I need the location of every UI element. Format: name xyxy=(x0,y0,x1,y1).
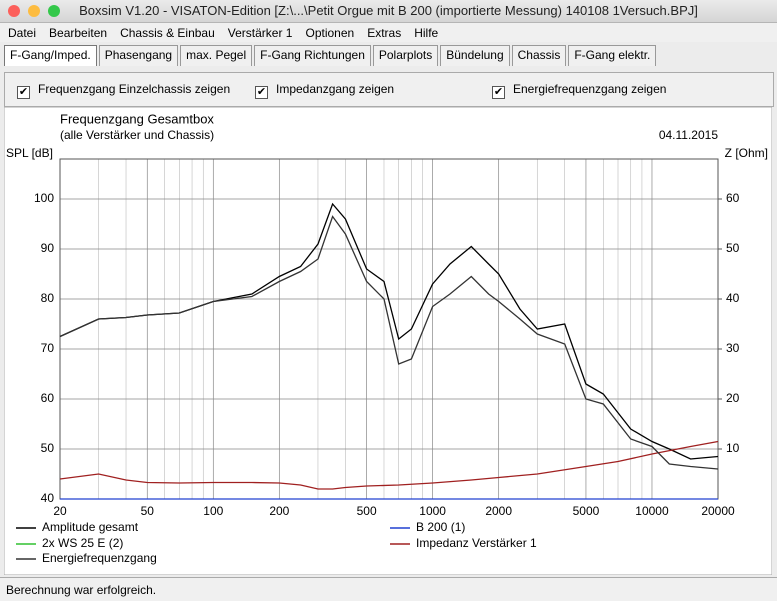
checkbox[interactable]: ✔ Frequenzgang Einzelchassis zeigen xyxy=(17,82,230,99)
y-tick-label: 90 xyxy=(41,241,55,255)
tab[interactable]: F-Gang/Imped. xyxy=(4,45,97,66)
legend-label: Energiefrequenzgang xyxy=(42,551,157,565)
checkbox-label: Frequenzgang Einzelchassis zeigen xyxy=(38,82,231,96)
legend-label: Impedanz Verstärker 1 xyxy=(416,536,537,550)
menu-item[interactable]: Chassis & Einbau xyxy=(120,26,215,40)
y-axis-label: SPL [dB] xyxy=(6,146,53,160)
y2-tick-label: 20 xyxy=(726,391,740,405)
legend-label: Amplitude gesamt xyxy=(42,520,139,534)
x-tick-label: 20 xyxy=(53,504,67,518)
x-tick-label: 2000 xyxy=(485,504,512,518)
x-tick-label: 50 xyxy=(141,504,155,518)
menu-bar: Datei Bearbeiten Chassis & Einbau Verstärke… xyxy=(0,23,777,42)
y-tick-label: 50 xyxy=(41,441,55,455)
y-tick-label: 60 xyxy=(41,391,55,405)
chart-date: 04.11.2015 xyxy=(659,128,718,142)
y2-tick-label: 30 xyxy=(726,341,740,355)
x-tick-label: 500 xyxy=(357,504,377,518)
series-line xyxy=(59,215,719,470)
checkbox-box[interactable]: ✔ xyxy=(492,86,505,99)
checkbox-box[interactable]: ✔ xyxy=(17,86,30,99)
tab[interactable]: Bündelung xyxy=(440,45,510,66)
zoom-button[interactable] xyxy=(48,5,60,17)
close-button[interactable] xyxy=(8,5,20,17)
y-tick-label: 80 xyxy=(41,291,55,305)
options-panel: ✔ Frequenzgang Einzelchassis zeigen ✔ Imped… xyxy=(4,72,774,107)
menu-item[interactable]: Optionen xyxy=(305,26,355,40)
tab[interactable]: F-Gang elektr. xyxy=(568,45,657,66)
checkbox-label: Energiefrequenzgang zeigen xyxy=(513,82,667,96)
status-bar: Berechnung war erfolgreich. xyxy=(0,577,777,601)
y2-tick-label: 40 xyxy=(726,291,740,305)
series-line xyxy=(59,440,719,490)
y-tick-label: 70 xyxy=(41,341,55,355)
tab[interactable]: F-Gang Richtungen xyxy=(254,45,371,66)
x-tick-label: 10000 xyxy=(635,504,669,518)
y2-tick-label: 50 xyxy=(726,241,740,255)
x-tick-label: 5000 xyxy=(573,504,600,518)
checkbox[interactable]: ✔ Impedanzgang zeigen xyxy=(255,82,394,99)
menu-item[interactable]: Extras xyxy=(367,26,402,40)
y2-axis-label: Z [Ohm] xyxy=(725,146,768,160)
chart-title: Frequenzgang Gesamtbox xyxy=(60,111,214,126)
y2-tick-label: 60 xyxy=(726,191,740,205)
legend-label: B 200 (1) xyxy=(416,520,465,534)
menu-item[interactable]: Verstärker 1 xyxy=(227,26,293,40)
chart: Frequenzgang Gesamtbox (alle Verstärker u… xyxy=(4,107,772,575)
x-tick-label: 200 xyxy=(269,504,289,518)
x-tick-label: 1000 xyxy=(419,504,446,518)
chart-background xyxy=(4,107,772,575)
tab-bar: F-Gang/Imped. Phasengang max. Pegel F-Gang … xyxy=(4,45,658,66)
checkbox-box[interactable]: ✔ xyxy=(255,86,268,99)
minimize-button[interactable] xyxy=(28,5,40,17)
y-tick-label: 40 xyxy=(41,491,55,505)
title-bar: Boxsim V1.20 - VISATON-Edition [Z:\...\P… xyxy=(0,0,777,23)
checkbox-label: Impedanzgang zeigen xyxy=(276,82,395,96)
menu-item[interactable]: Hilfe xyxy=(414,26,439,40)
menu-item[interactable]: Bearbeiten xyxy=(49,26,108,40)
tab[interactable]: Chassis xyxy=(511,45,567,66)
x-tick-label: 100 xyxy=(203,504,223,518)
menu-item[interactable]: Datei xyxy=(8,26,37,40)
checkbox[interactable]: ✔ Energiefrequenzgang zeigen xyxy=(492,82,666,99)
x-tick-label: 20000 xyxy=(701,504,735,518)
status-text: Berechnung war erfolgreich. xyxy=(6,583,157,597)
tab[interactable]: Phasengang xyxy=(98,45,179,66)
y-tick-label: 100 xyxy=(34,191,54,205)
chart-subtitle: (alle Verstärker und Chassis) xyxy=(60,128,214,142)
window-title: Boxsim V1.20 - VISATON-Edition [Z:\...\P… xyxy=(79,3,698,18)
tab[interactable]: max. Pegel xyxy=(180,45,253,66)
y2-tick-label: 10 xyxy=(726,441,740,455)
legend-label: 2x WS 25 E (2) xyxy=(42,536,123,550)
tab[interactable]: Polarplots xyxy=(372,45,439,66)
